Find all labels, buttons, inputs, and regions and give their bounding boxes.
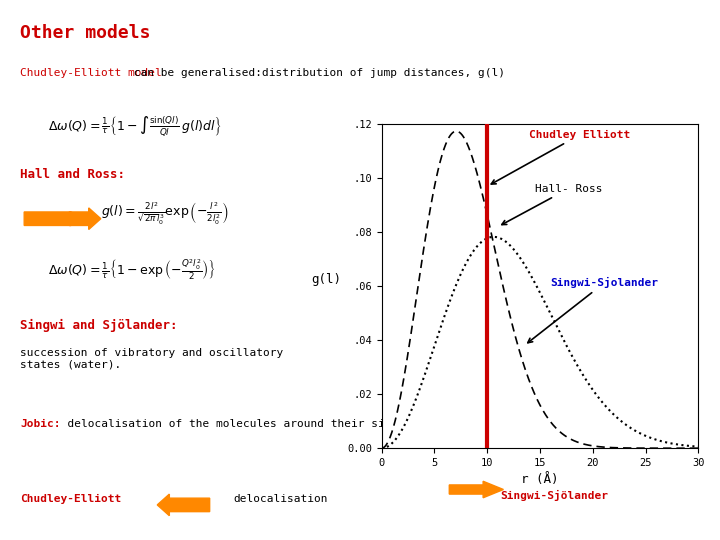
X-axis label: r (Å): r (Å): [521, 474, 559, 487]
FancyArrow shape: [157, 494, 210, 516]
Text: Hall and Ross:: Hall and Ross:: [20, 168, 125, 181]
Text: Jobic:: Jobic:: [20, 418, 60, 429]
Text: Chudley Elliott: Chudley Elliott: [491, 130, 631, 184]
Text: Chudley-Elliott model: Chudley-Elliott model: [20, 68, 162, 78]
Y-axis label: g(l): g(l): [311, 273, 341, 286]
FancyArrow shape: [24, 208, 101, 230]
Text: Hall- Ross: Hall- Ross: [502, 184, 602, 225]
Text: $\Delta\omega(Q) = \frac{1}{\tau}\left\{1 - \exp\left(-\frac{Q^2l_0^2}{2}\right): $\Delta\omega(Q) = \frac{1}{\tau}\left\{…: [48, 258, 217, 282]
Text: Other models: Other models: [20, 24, 150, 42]
Text: Singwi-Sjölander: Singwi-Sjölander: [500, 490, 608, 501]
Text: Singwi-Sjolander: Singwi-Sjolander: [528, 277, 659, 343]
Text: $\Delta\omega(Q) = \frac{1}{\tau}\left\{1 - \int\frac{\sin(Ql)}{Ql}\,g(l)dl\righ: $\Delta\omega(Q) = \frac{1}{\tau}\left\{…: [48, 114, 222, 138]
Text: delocalisation: delocalisation: [234, 494, 328, 504]
FancyArrow shape: [449, 481, 503, 498]
Text: succession of vibratory and oscillatory
states (water).: succession of vibratory and oscillatory …: [20, 348, 284, 369]
Text: Chudley-Elliott: Chudley-Elliott: [20, 494, 122, 504]
Text: delocalisation of the molecules around their sites.: delocalisation of the molecules around t…: [55, 418, 412, 429]
Text: can be generalised:distribution of jump distances, g(l): can be generalised:distribution of jump …: [127, 68, 505, 78]
Text: Singwi and Sjölander:: Singwi and Sjölander:: [20, 319, 178, 333]
Text: $g(l) = \frac{2l^2}{\sqrt{2\pi}l_0^3}\exp\left(-\frac{l^2}{2l_0^2}\right)$: $g(l) = \frac{2l^2}{\sqrt{2\pi}l_0^3}\ex…: [101, 200, 228, 227]
